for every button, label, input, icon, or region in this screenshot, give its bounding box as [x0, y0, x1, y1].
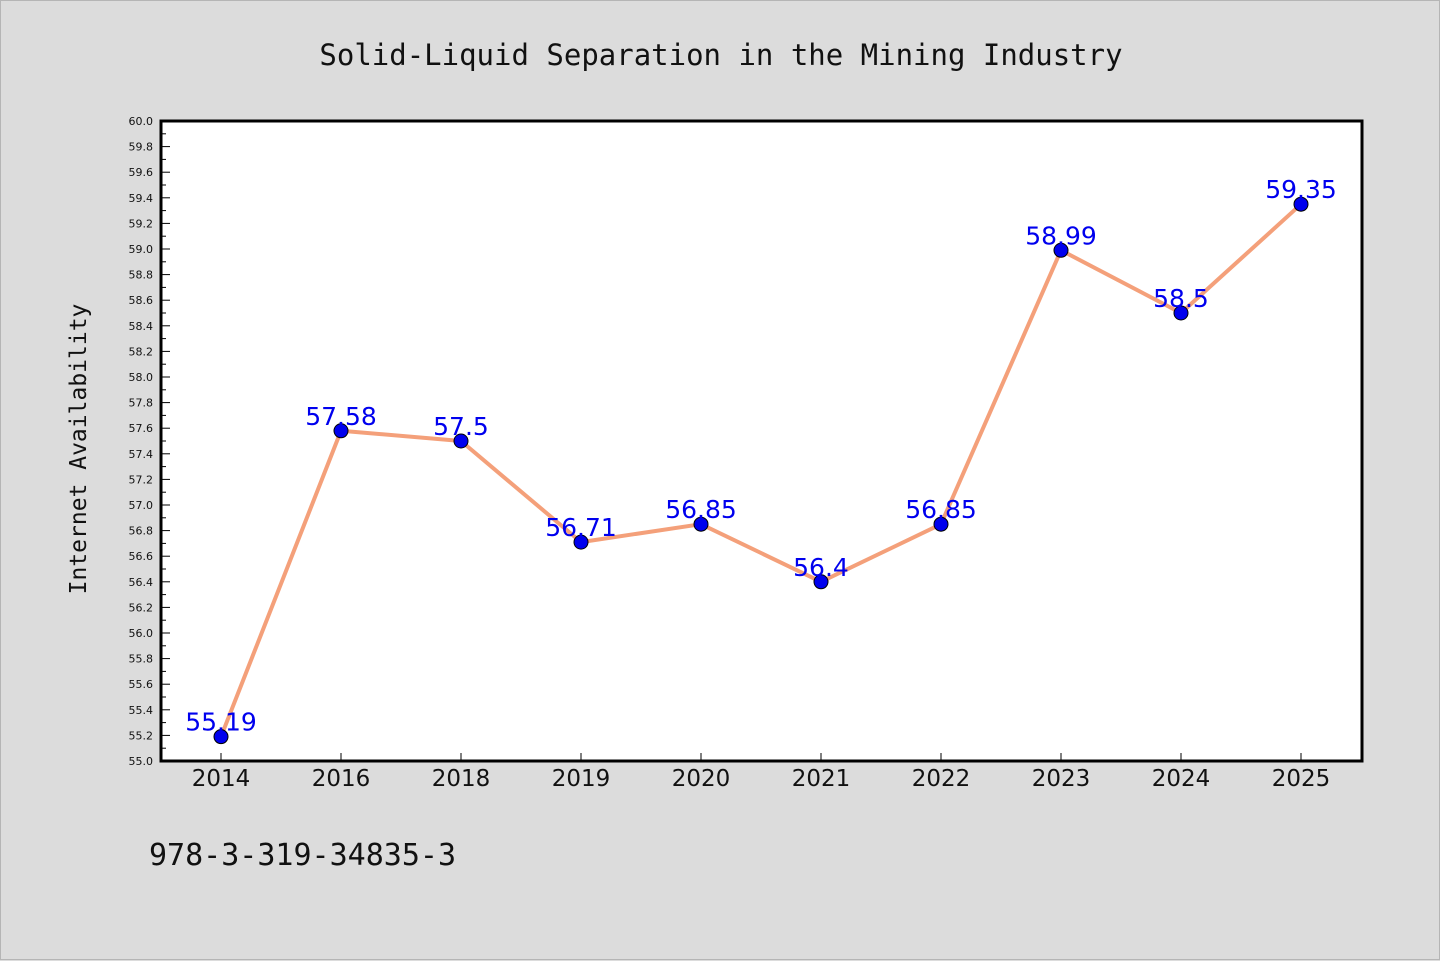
y-tick-label: 56.6 — [129, 550, 154, 563]
y-tick-label: 59.8 — [129, 141, 154, 154]
y-tick-label: 58.8 — [129, 269, 154, 282]
data-labels-group: 55.19 57.58 57.5 56.71 56.85 56.4 56.85 58.99 58… — [185, 175, 1337, 736]
y-tick-label: 55.0 — [129, 755, 154, 768]
data-label: 57.5 — [433, 412, 489, 441]
data-point — [693, 516, 709, 532]
x-axis: 2014 2016 2018 2019 2020 2021 2022 2023 2024 2025 — [192, 753, 1331, 792]
y-tick-label: 55.2 — [129, 729, 154, 742]
x-tick-label: 2016 — [312, 766, 371, 792]
data-point — [213, 729, 229, 745]
y-tick-label: 56.2 — [129, 601, 154, 614]
series-line — [219, 202, 1303, 739]
x-tick-label: 2014 — [192, 766, 251, 792]
data-point — [1293, 196, 1309, 212]
data-point — [1053, 242, 1069, 258]
x-tick-label: 2024 — [1152, 766, 1211, 792]
y-axis-label: Internet Availability — [66, 304, 92, 595]
y-tick-label: 57.2 — [129, 473, 154, 486]
plot-area — [159, 119, 1364, 763]
data-label: 59.35 — [1265, 175, 1337, 204]
y-tick-label: 57.0 — [129, 499, 154, 512]
data-label: 57.58 — [305, 402, 377, 431]
x-tick-label: 2023 — [1032, 766, 1091, 792]
x-tick-label: 2019 — [552, 766, 611, 792]
data-point — [813, 574, 829, 590]
series-group — [213, 196, 1309, 745]
data-label: 56.85 — [905, 495, 977, 524]
y-axis: 55.0 55.2 55.4 55.6 55.8 56.0 56.2 56.4 56.6 56.8… — [129, 115, 170, 768]
data-label: 56.71 — [545, 513, 617, 542]
x-tick-label: 2022 — [912, 766, 971, 792]
data-label: 58.99 — [1025, 221, 1097, 250]
y-tick-label: 58.2 — [129, 345, 154, 358]
data-point — [573, 534, 589, 550]
data-label: 58.5 — [1153, 284, 1209, 313]
y-tick-label: 58.0 — [129, 371, 154, 384]
y-tick-label: 58.4 — [129, 320, 154, 333]
chart-title: Solid-Liquid Separation in the Mining In… — [319, 38, 1122, 72]
y-tick-label: 59.2 — [129, 217, 154, 230]
y-tick-label: 55.4 — [129, 704, 154, 717]
data-label: 56.85 — [665, 495, 737, 524]
data-point — [333, 423, 349, 439]
y-tick-label: 55.8 — [129, 653, 154, 666]
data-point — [453, 433, 469, 449]
data-point — [1173, 305, 1189, 321]
y-tick-label: 57.8 — [129, 397, 154, 410]
y-tick-label: 56.8 — [129, 525, 154, 538]
y-tick-label: 55.6 — [129, 678, 154, 691]
y-tick-label: 59.4 — [129, 192, 154, 205]
x-tick-label: 2021 — [792, 766, 851, 792]
footer-code: 978-3-319-34835-3 — [149, 838, 456, 873]
data-point — [933, 516, 949, 532]
x-tick-label: 2018 — [432, 766, 491, 792]
y-tick-label: 59.0 — [129, 243, 154, 256]
y-tick-label: 60.0 — [129, 115, 154, 128]
y-tick-label: 56.0 — [129, 627, 154, 640]
data-label: 56.4 — [793, 553, 849, 582]
y-tick-label: 57.4 — [129, 448, 154, 461]
x-tick-label: 2025 — [1272, 766, 1331, 792]
y-tick-label: 57.6 — [129, 422, 154, 435]
x-tick-label: 2020 — [672, 766, 731, 792]
y-tick-label: 56.4 — [129, 576, 154, 589]
data-label: 55.19 — [185, 708, 257, 737]
y-tick-label: 58.6 — [129, 294, 154, 307]
y-tick-label: 59.6 — [129, 166, 154, 179]
